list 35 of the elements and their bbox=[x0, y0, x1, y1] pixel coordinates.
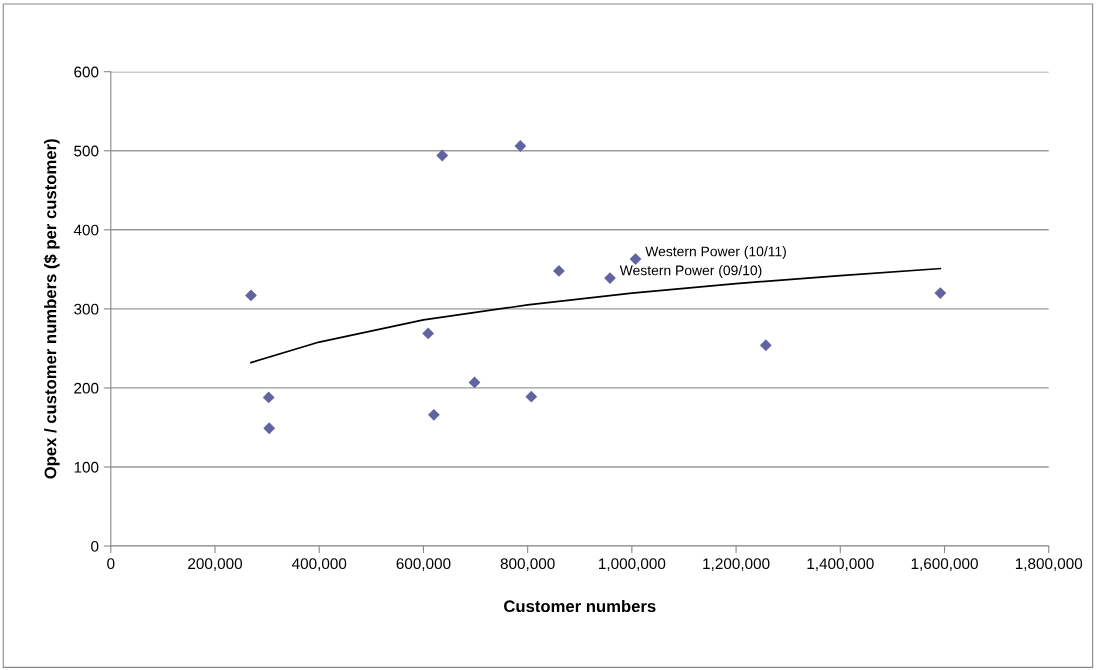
point bbox=[468, 376, 481, 389]
y-tick-label: 500 bbox=[74, 145, 99, 157]
point bbox=[262, 391, 275, 404]
point bbox=[422, 327, 435, 340]
x-tick-label: 1,800,000 bbox=[1015, 558, 1083, 571]
x-tick-label: 1,000,000 bbox=[599, 558, 666, 571]
point bbox=[436, 149, 449, 162]
line-series bbox=[250, 267, 942, 364]
point bbox=[934, 287, 947, 299]
y-tick-label: 600 bbox=[74, 66, 99, 78]
y-tick-label: 400 bbox=[73, 224, 99, 236]
x-tick-label: 400,000 bbox=[291, 558, 347, 571]
annotation: Western Power (10/11) bbox=[645, 246, 786, 260]
x-tick-label: 800,000 bbox=[500, 558, 555, 571]
point bbox=[759, 339, 772, 352]
point bbox=[263, 422, 276, 435]
point bbox=[525, 390, 538, 403]
x-tick-label: 200,000 bbox=[188, 558, 243, 571]
x-tick-label: 600,000 bbox=[396, 558, 451, 571]
y-tick-label: 0 bbox=[91, 540, 99, 552]
point bbox=[553, 265, 565, 277]
x-axis-title: Customer numbers bbox=[504, 599, 656, 613]
point bbox=[629, 253, 642, 265]
x-tick-label: 1,200,000 bbox=[703, 558, 770, 571]
annotation: Western Power (09/10) bbox=[619, 265, 762, 279]
y-tick-label: 300 bbox=[74, 303, 99, 315]
point bbox=[245, 289, 257, 302]
x-tick-label: 1,400,000 bbox=[807, 558, 874, 571]
y-tick-label: 200 bbox=[74, 382, 99, 394]
y-tick-label: 100 bbox=[74, 461, 99, 473]
x-tick-label: 1,600,000 bbox=[911, 558, 978, 571]
y-axis-title: Opex / customer numbers ($ per customer) bbox=[43, 139, 60, 479]
point bbox=[427, 408, 440, 421]
x-tick-label: 0 bbox=[107, 558, 115, 570]
point bbox=[514, 140, 527, 152]
